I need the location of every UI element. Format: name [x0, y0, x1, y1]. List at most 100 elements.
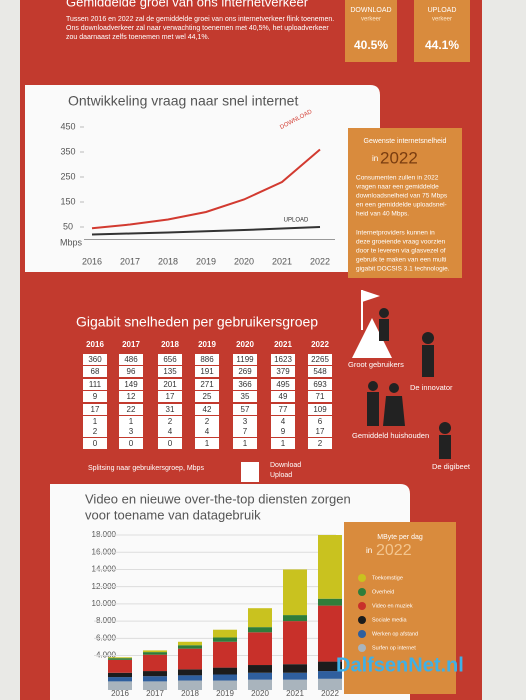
x-tick-label: 2021	[272, 256, 292, 266]
bar-segment	[178, 648, 202, 670]
bar-segment	[283, 664, 307, 673]
table-cell	[308, 354, 332, 365]
table-year: 2019	[198, 340, 216, 349]
bar-segment	[143, 650, 167, 653]
table-value: 111	[89, 380, 102, 389]
bar-segment	[248, 627, 272, 633]
table-value: 366	[238, 380, 252, 389]
legend-swatch	[358, 616, 366, 624]
legend-label: Overheid	[372, 589, 394, 595]
bar-segment	[108, 659, 132, 673]
table-cell	[158, 379, 182, 390]
table-year: 2022	[311, 340, 329, 349]
table-year: 2021	[274, 340, 292, 349]
table-value: 1199	[236, 355, 254, 364]
x-tick-label: 2017	[146, 689, 164, 698]
bar-segment	[283, 621, 307, 665]
table-cell	[158, 426, 182, 437]
y-tick-label: 50	[63, 221, 73, 231]
legend-label: Video en muziek	[372, 603, 413, 609]
speed-box-text: Consumenten zullen in 2022	[356, 175, 439, 182]
table-value: 1	[281, 439, 286, 448]
table-value: 3	[243, 417, 248, 426]
bar-segment	[318, 678, 342, 690]
bar-segment	[143, 652, 167, 655]
table-cell	[158, 366, 182, 377]
table-value: 4	[205, 427, 210, 436]
table-value: 6	[318, 417, 323, 426]
bar-segment	[108, 677, 132, 682]
table-value: 656	[163, 355, 177, 364]
table-value: 31	[166, 405, 175, 414]
table-cell	[158, 354, 182, 365]
table-value: 17	[316, 427, 325, 436]
bar-segment	[143, 681, 167, 690]
box-label: DOWNLOAD	[350, 7, 391, 14]
legend-swatch	[358, 588, 366, 596]
group-label: De innovator	[410, 383, 453, 392]
table-cell	[271, 426, 295, 437]
legend-swatch	[358, 602, 366, 610]
table-value: 57	[241, 405, 250, 414]
table-value: 548	[313, 367, 327, 376]
table-cell	[308, 366, 332, 377]
table-cell	[271, 379, 295, 390]
table-value: 149	[124, 380, 138, 389]
table-cell	[195, 426, 219, 437]
person-icon	[367, 392, 379, 426]
legend-swatch	[358, 630, 366, 638]
box-value: 44.1%	[425, 38, 459, 52]
table-cell	[195, 438, 219, 449]
legend-label: Toekomstige	[372, 575, 403, 581]
x-tick-label: 2019	[216, 689, 234, 698]
table-value: 3	[129, 427, 134, 436]
bar-segment	[178, 675, 202, 681]
bar-segment	[213, 629, 237, 638]
speed-box-text: en een gemiddelde uploadsnel-	[356, 202, 447, 209]
table-cell	[83, 366, 107, 377]
person-icon	[422, 332, 434, 344]
intro-text: Ons downloadverkeer zal naar verwachting…	[66, 25, 329, 32]
bar-segment	[283, 679, 307, 690]
table-cell	[271, 366, 295, 377]
table-value: 1	[93, 417, 98, 426]
table-value: 693	[313, 380, 327, 389]
bar-segment	[108, 657, 132, 659]
table-cell	[233, 366, 257, 377]
table-cell	[158, 416, 182, 427]
table-value: 1623	[274, 355, 292, 364]
y-tick-label: 450	[60, 121, 75, 131]
box-value: 40.5%	[354, 38, 388, 52]
x-tick-label: 2017	[120, 256, 140, 266]
table-cell	[83, 438, 107, 449]
y-axis-label: Mbps	[60, 237, 83, 247]
person-icon	[439, 435, 451, 459]
table-value: 77	[279, 405, 288, 414]
chart-title: voor toename van datagebruik	[85, 507, 261, 522]
table-cell	[308, 391, 332, 402]
table-cell	[119, 426, 143, 437]
box-sub: verkeer	[361, 17, 381, 23]
bar-segment	[283, 569, 307, 616]
box-label: UPLOAD	[428, 7, 457, 14]
speed-box-in: in	[372, 154, 378, 163]
person-icon	[379, 319, 389, 341]
table-download: Download	[270, 462, 301, 469]
table-cell	[119, 366, 143, 377]
person-icon	[383, 396, 405, 426]
table-year: 2016	[86, 340, 104, 349]
download-box	[345, 0, 397, 62]
x-tick-label: 2022	[310, 256, 330, 266]
table-note: Splitsing naar gebruikersgroep, Mbps	[88, 465, 204, 472]
table-upload: Upload	[270, 472, 292, 479]
table-value: 2	[93, 427, 98, 436]
legend-swatch	[358, 574, 366, 582]
y-tick-label: 250	[60, 171, 75, 181]
table-year: 2020	[236, 340, 254, 349]
table-cell	[195, 391, 219, 402]
table-year: 2018	[161, 340, 179, 349]
person-icon	[368, 381, 378, 391]
table-cell	[233, 416, 257, 427]
table-value: 1	[243, 439, 248, 448]
